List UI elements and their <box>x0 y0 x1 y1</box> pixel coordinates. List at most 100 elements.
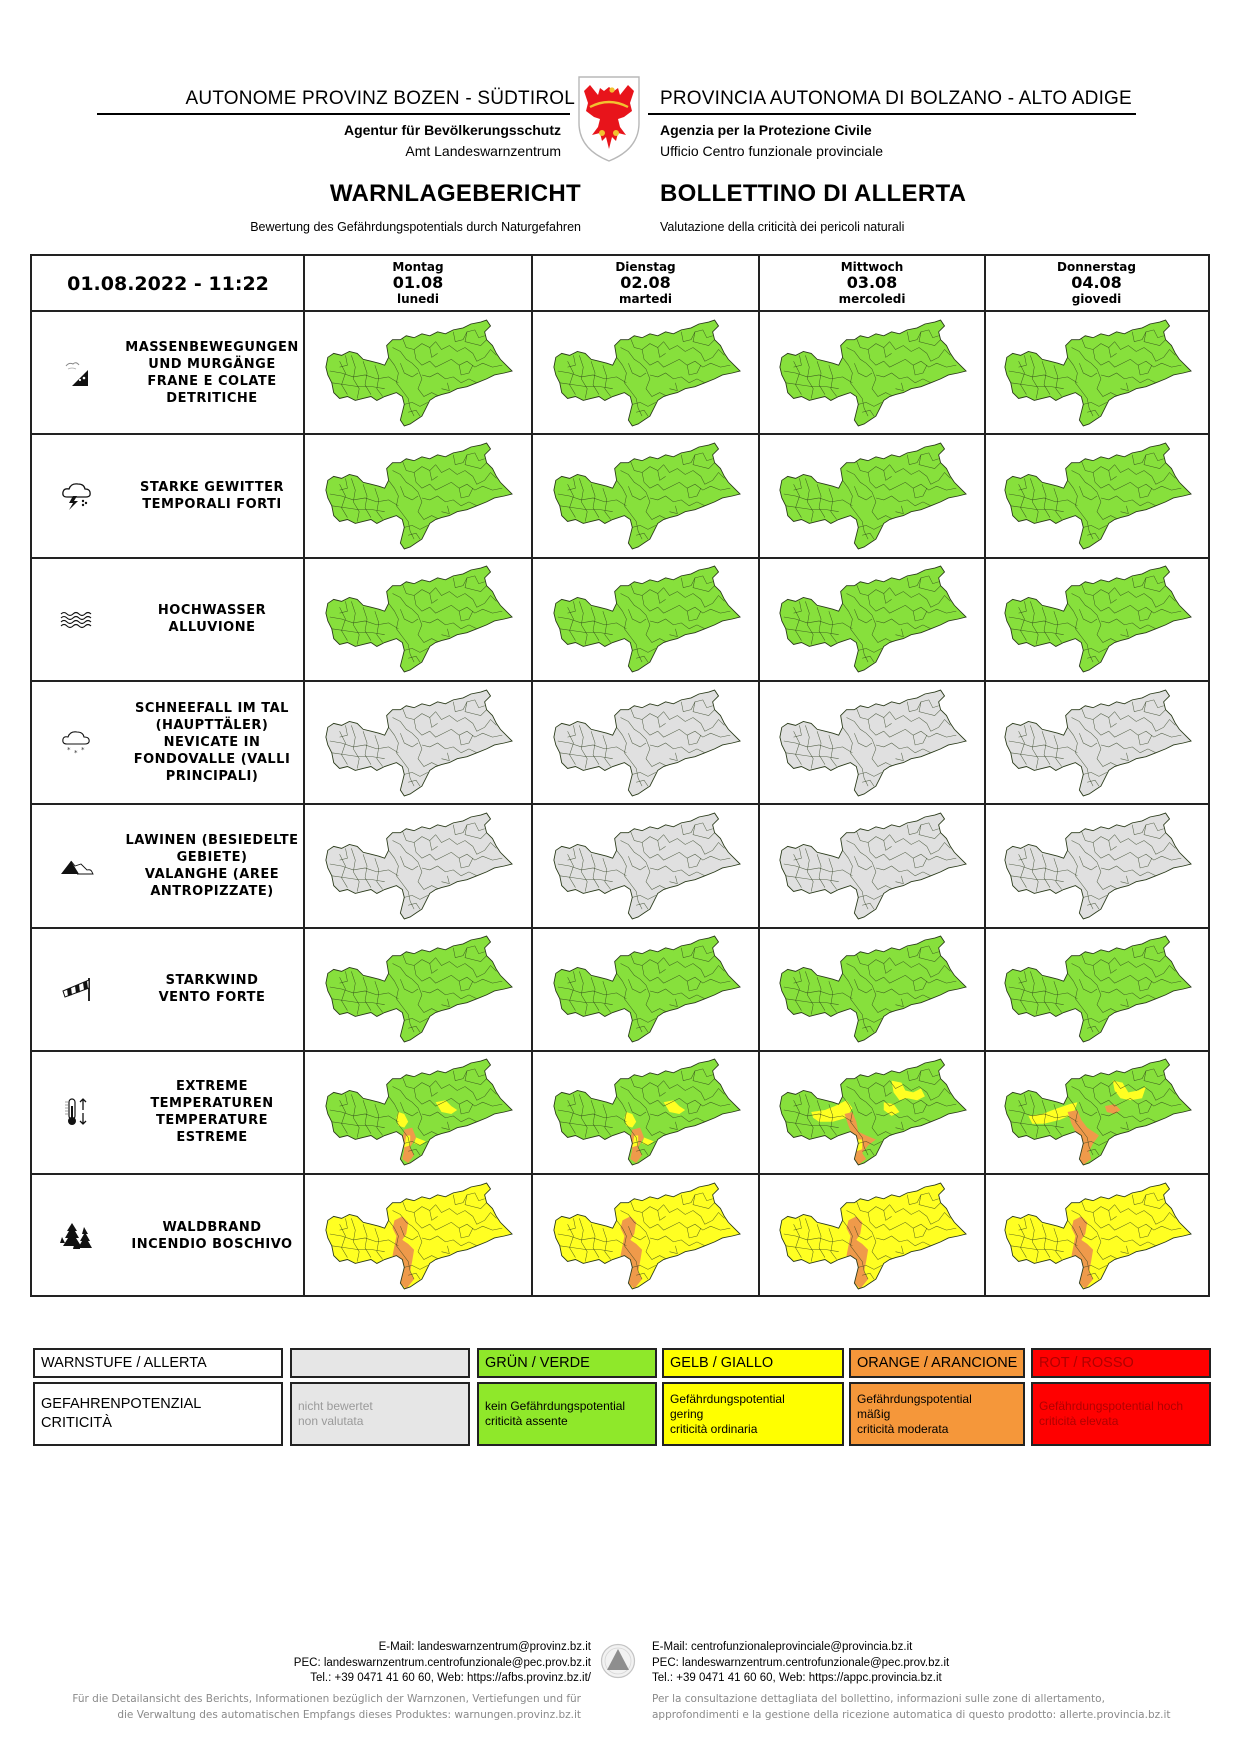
hazard-label-line: STARKWIND <box>165 973 259 989</box>
office-de: Amt Landeswarnzentrum <box>405 143 561 159</box>
row-divider <box>32 926 1208 929</box>
row-divider <box>32 679 1208 682</box>
avalanche-mountain-icon <box>32 856 122 876</box>
hazard-row-label: STARKWIND VENTO FORTE <box>32 928 304 1051</box>
hazard-map-day-2[interactable] <box>532 804 759 927</box>
hazard-map-day-3[interactable] <box>759 311 985 434</box>
footer-de-email[interactable]: E-Mail: landeswarnzentrum@provinz.bz.it <box>378 1641 591 1653</box>
hazard-row-label: HOCHWASSER ALLUVIONE <box>32 558 304 681</box>
footer-de-pec[interactable]: PEC: landeswarnzentrum.centrofunzionale@… <box>293 1656 591 1669</box>
thunderstorm-icon <box>32 479 122 513</box>
hazard-label-line: UND MURGÄNGE <box>148 356 276 372</box>
hazard-label-line: INCENDIO BOSCHIVO <box>131 1236 293 1252</box>
day-name-de: Mittwoch <box>840 259 904 274</box>
day-name-de: Donnerstag <box>1057 259 1136 274</box>
legend-desc-line: criticità ordinaria <box>670 1421 758 1436</box>
office-it: Ufficio Centro funzionale provinciale <box>660 143 884 159</box>
hazard-name: EXTREME TEMPERATUREN TEMPERATURE ESTREME <box>122 1078 302 1146</box>
footer-it-note-1: Per la consultazione dettagliata del bol… <box>652 1693 1105 1705</box>
hazard-map-day-1[interactable] <box>304 311 532 434</box>
svg-text:*: * <box>74 749 78 757</box>
hazard-map-day-4[interactable] <box>985 681 1208 804</box>
hazard-row-label: STARKE GEWITTER TEMPORALI FORTI <box>32 434 304 557</box>
day-name-it: giovedi <box>1071 291 1122 306</box>
hazard-map-day-4[interactable] <box>985 311 1208 434</box>
legend-desc-line: criticità elevata <box>1039 1414 1119 1428</box>
hazard-map-day-1[interactable] <box>304 681 532 804</box>
hazard-label-line: TEMPERATURE <box>156 1113 268 1129</box>
hazard-name: SCHNEEFALL IM TAL (HAUPTTÄLER) NEVICATE IN… <box>122 700 302 785</box>
legend-criticity-de: GEFAHRENPOTENZIAL <box>41 1396 202 1412</box>
footer-de-tel-web[interactable]: Tel.: +39 0471 41 60 60, Web: https://af… <box>310 1672 591 1684</box>
agency-it: Agenzia per la Protezione Civile <box>660 122 872 138</box>
hazard-map-day-2[interactable] <box>532 1174 759 1297</box>
hazard-map-day-3[interactable] <box>759 434 985 557</box>
day-name-de: Dienstag <box>615 259 676 274</box>
column-divider <box>758 256 760 1295</box>
footer-it-contact: E-Mail: centrofunzionaleprovinciale@prov… <box>652 1640 949 1687</box>
hazard-map-day-1[interactable] <box>304 558 532 681</box>
hazard-label-line: ALLUVIONE <box>168 620 256 636</box>
footer-it-pec[interactable]: PEC: landeswarnzentrum.centrofunzionale@… <box>652 1656 950 1669</box>
hazard-map-day-4[interactable] <box>985 558 1208 681</box>
hazard-label-line: VENTO FORTE <box>158 990 266 1006</box>
hazard-map-day-2[interactable] <box>532 1051 759 1174</box>
hazard-name: STARKWIND VENTO FORTE <box>122 972 302 1006</box>
hazard-label-line: PRINCIPALI) <box>165 769 259 785</box>
title-de: WARNLAGEBERICHT <box>329 180 581 207</box>
hazard-label-line: WALDBRAND <box>162 1219 262 1235</box>
legend-desc-line: nicht bewertet <box>298 1399 373 1413</box>
hazard-label-line: STARKE GEWITTER <box>140 479 284 495</box>
footer-it-email[interactable]: E-Mail: centrofunzionaleprovinciale@prov… <box>652 1641 913 1653</box>
hazard-row-label: WALDBRAND INCENDIO BOSCHIVO <box>32 1174 304 1297</box>
hazard-label-line: ESTREME <box>176 1130 248 1146</box>
hazard-map-day-4[interactable] <box>985 434 1208 557</box>
hazard-map-day-4[interactable] <box>985 1051 1208 1174</box>
legend-level-yellow: GELB / GIALLO <box>662 1348 844 1378</box>
legend-criticity-label: GEFAHRENPOTENZIAL CRITICITÀ <box>33 1382 283 1446</box>
hazard-map-day-1[interactable] <box>304 1174 532 1297</box>
thermometer-updown-icon <box>32 1096 122 1128</box>
hazard-map-day-2[interactable] <box>532 928 759 1051</box>
hazard-map-day-1[interactable] <box>304 434 532 557</box>
hazard-label-line: NEVICATE IN <box>163 735 261 751</box>
hazard-map-day-1[interactable] <box>304 1051 532 1174</box>
day-date: 04.08 <box>1071 273 1122 293</box>
hazard-map-day-3[interactable] <box>759 681 985 804</box>
subtitle-de: Bewertung des Gefährdungspotentials durc… <box>250 220 581 234</box>
hazard-label-line: EXTREME <box>176 1079 248 1095</box>
hazard-map-day-4[interactable] <box>985 928 1208 1051</box>
hazard-name: WALDBRAND INCENDIO BOSCHIVO <box>122 1219 302 1253</box>
legend-desc-yellow: Gefährdungspotential gering criticità ordi… <box>662 1382 844 1446</box>
hazard-map-day-2[interactable] <box>532 311 759 434</box>
legend-desc-line: criticità assente <box>485 1414 568 1428</box>
day-name-de: Montag <box>392 259 444 274</box>
legend-level-orange: ORANGE / ARANCIONE <box>849 1348 1025 1378</box>
hazard-map-day-2[interactable] <box>532 558 759 681</box>
day-name-it: martedi <box>618 291 673 306</box>
hazard-map-day-3[interactable] <box>759 558 985 681</box>
civil-protection-logo-icon <box>600 1643 636 1679</box>
hazard-map-day-3[interactable] <box>759 1174 985 1297</box>
day-date: 01.08 <box>392 273 444 293</box>
hazard-label-line: TEMPERATUREN <box>150 1096 274 1112</box>
svg-text:*: * <box>81 746 85 754</box>
hazard-map-day-1[interactable] <box>304 804 532 927</box>
hazard-map-day-2[interactable] <box>532 434 759 557</box>
hazard-map-day-4[interactable] <box>985 804 1208 927</box>
footer-de-contact: E-Mail: landeswarnzentrum@provinz.bz.it … <box>294 1640 591 1687</box>
hazard-map-day-3[interactable] <box>759 1051 985 1174</box>
hazard-map-day-2[interactable] <box>532 681 759 804</box>
column-divider <box>531 256 533 1295</box>
hazard-map-day-3[interactable] <box>759 804 985 927</box>
hazard-map-day-4[interactable] <box>985 1174 1208 1297</box>
row-divider <box>32 433 1208 436</box>
day-header-3: Mittwoch 03.08 mercoledi <box>759 256 985 311</box>
header-rule-right <box>648 113 1136 115</box>
hazard-map-day-3[interactable] <box>759 928 985 1051</box>
hazard-label-line: SCHNEEFALL IM TAL <box>135 701 289 717</box>
subtitle-it: Valutazione della criticità dei pericoli… <box>660 220 905 234</box>
footer-it-tel-web[interactable]: Tel.: +39 0471 41 60 60, Web: https://ap… <box>652 1672 942 1684</box>
hazard-map-day-1[interactable] <box>304 928 532 1051</box>
legend-desc-line: Gefährdungspotential <box>857 1391 972 1406</box>
